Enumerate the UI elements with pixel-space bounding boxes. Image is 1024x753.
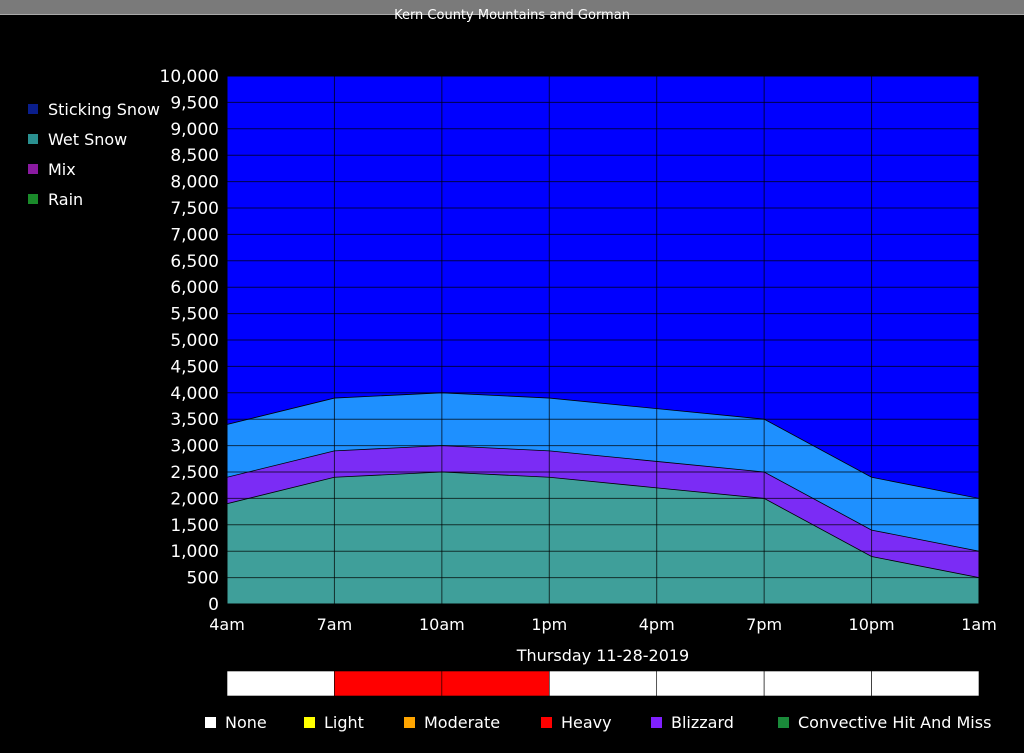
y-tick-label: 6,500 (170, 252, 219, 272)
y-tick-label: 8,000 (170, 173, 219, 193)
y-tick-label: 5,500 (170, 305, 219, 325)
legend-label: Mix (48, 159, 76, 179)
legend-item-wet-snow: Wet Snow (28, 124, 160, 154)
intensity-swatch (304, 717, 315, 728)
intensity-blizzard: Blizzard (651, 713, 734, 732)
intensity-light: Light (304, 713, 364, 732)
x-tick-label: 10pm (849, 615, 895, 634)
y-tick-label: 7,500 (170, 199, 219, 219)
intensity-swatch (404, 717, 415, 728)
legend-item-sticking-snow: Sticking Snow (28, 94, 160, 124)
area-chart: 0 500 1,000 1,500 2,000 2,500 3,000 3,500 4,000 4… (160, 67, 997, 697)
x-tick-label: 1am (961, 615, 997, 634)
x-axis-title: Thursday 11-28-2019 (516, 646, 689, 665)
legend-swatch (28, 104, 38, 114)
y-tick-label: 0 (208, 595, 219, 615)
x-tick-label: 7am (317, 615, 353, 634)
intensity-convective: Convective Hit And Miss (778, 713, 991, 732)
intensity-bar-segment (441, 670, 550, 697)
y-tick-label: 9,000 (170, 120, 219, 140)
intensity-label: Moderate (424, 713, 501, 732)
y-tick-label: 500 (187, 569, 219, 589)
intensity-none: None (205, 713, 267, 732)
intensity-legend: None Light Moderate Heavy Blizzard Conve… (0, 713, 1024, 737)
intensity-label: Convective Hit And Miss (798, 713, 992, 732)
x-tick-label: 4pm (639, 615, 675, 634)
legend-label: Rain (48, 189, 84, 209)
intensity-bar-segment (871, 670, 980, 697)
intensity-swatch (778, 717, 789, 728)
intensity-bar-segment (656, 670, 765, 697)
x-tick-label: 4am (209, 615, 245, 634)
intensity-label: None (225, 713, 267, 732)
legend-label: Sticking Snow (48, 99, 160, 119)
y-tick-label: 6,000 (170, 278, 219, 298)
y-tick-label: 3,000 (170, 437, 219, 457)
intensity-heavy: Heavy (541, 713, 612, 732)
y-tick-label: 9,500 (170, 93, 219, 113)
x-tick-label: 7pm (746, 615, 782, 634)
y-tick-label: 5,000 (170, 331, 219, 351)
intensity-bar-segment (334, 670, 443, 697)
y-tick-label: 1,000 (170, 542, 219, 562)
intensity-moderate: Moderate (404, 713, 500, 732)
y-tick-label: 3,500 (170, 410, 219, 430)
x-tick-label: 10am (419, 615, 465, 634)
title-bar (0, 0, 1024, 15)
y-tick-label: 4,000 (170, 384, 219, 404)
intensity-swatch (205, 717, 216, 728)
y-tick-label: 1,500 (170, 516, 219, 536)
intensity-bar-segment (548, 670, 658, 697)
intensity-label: Light (324, 713, 364, 732)
legend-item-mix: Mix (28, 154, 160, 184)
intensity-swatch (651, 717, 662, 728)
legend: Sticking Snow Wet Snow Mix Rain (28, 94, 160, 214)
legend-label: Wet Snow (48, 129, 128, 149)
legend-swatch (28, 194, 38, 204)
intensity-bar-segment (763, 670, 872, 697)
intensity-bar-segment (226, 670, 335, 697)
y-tick-label: 4,500 (170, 357, 219, 377)
legend-swatch (28, 164, 38, 174)
intensity-label: Heavy (561, 713, 612, 732)
y-tick-label: 8,500 (170, 146, 219, 166)
chart-title: Kern County Mountains and Gorman (394, 8, 630, 23)
y-tick-label: 10,000 (160, 67, 219, 87)
x-tick-label: 1pm (531, 615, 567, 634)
legend-swatch (28, 134, 38, 144)
plot-border (226, 75, 980, 605)
y-tick-label: 7,000 (170, 225, 219, 245)
intensity-swatch (541, 717, 552, 728)
legend-item-rain: Rain (28, 184, 160, 214)
y-tick-label: 2,500 (170, 463, 219, 483)
y-tick-label: 2,000 (170, 489, 219, 509)
intensity-label: Blizzard (671, 713, 734, 732)
